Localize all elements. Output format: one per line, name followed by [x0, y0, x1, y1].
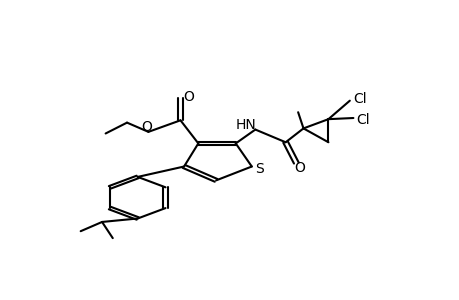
Text: O: O — [293, 161, 304, 175]
Text: HN: HN — [235, 118, 256, 132]
Text: O: O — [183, 89, 193, 103]
Text: S: S — [255, 162, 263, 176]
Text: Cl: Cl — [356, 113, 369, 127]
Text: O: O — [141, 120, 152, 134]
Text: Cl: Cl — [352, 92, 366, 106]
